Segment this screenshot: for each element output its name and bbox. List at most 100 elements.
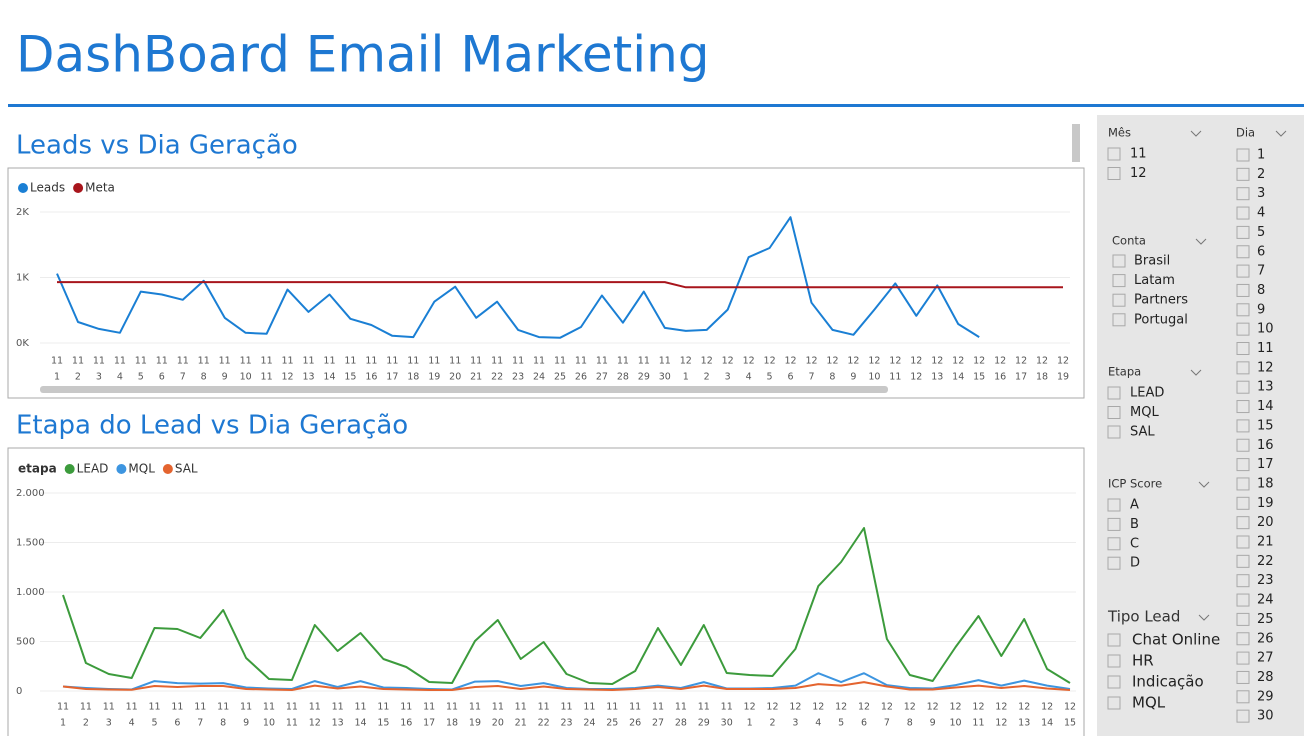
- slicer-checkbox[interactable]: [1236, 167, 1250, 181]
- slicer-item[interactable]: 22: [1257, 554, 1274, 569]
- slicer-checkbox[interactable]: [1236, 225, 1250, 239]
- slicer-checkbox[interactable]: [1112, 254, 1126, 268]
- slicer-item[interactable]: Latam: [1134, 273, 1175, 288]
- slicer-checkbox[interactable]: [1107, 517, 1121, 531]
- scrollbar[interactable]: [1072, 124, 1080, 162]
- slicer-checkbox[interactable]: [1107, 556, 1121, 570]
- slicer-checkbox[interactable]: [1236, 612, 1250, 626]
- slicer-checkbox[interactable]: [1236, 709, 1250, 723]
- slicer-item[interactable]: 29: [1257, 689, 1274, 704]
- slicer-checkbox[interactable]: [1107, 537, 1121, 551]
- slicer-item[interactable]: Portugal: [1134, 312, 1188, 327]
- slicer-checkbox[interactable]: [1107, 147, 1121, 161]
- slicer-item[interactable]: 28: [1257, 670, 1274, 685]
- slicer-checkbox[interactable]: [1236, 554, 1250, 568]
- slicer-checkbox[interactable]: [1236, 322, 1250, 336]
- slicer-item[interactable]: 2: [1257, 167, 1265, 182]
- slicer-checkbox[interactable]: [1236, 283, 1250, 297]
- slicer-checkbox[interactable]: [1236, 380, 1250, 394]
- slicer-checkbox[interactable]: [1236, 361, 1250, 375]
- slicer-item[interactable]: C: [1130, 536, 1139, 551]
- dropdown-chevron[interactable]: [1275, 130, 1287, 137]
- slicer-item[interactable]: 27: [1257, 651, 1274, 666]
- slicer-checkbox[interactable]: [1236, 206, 1250, 220]
- slicer-checkbox[interactable]: [1236, 458, 1250, 472]
- slicer-checkbox[interactable]: [1236, 264, 1250, 278]
- slicer-checkbox[interactable]: [1236, 516, 1250, 530]
- slicer-item[interactable]: 12: [1130, 166, 1147, 181]
- slicer-item[interactable]: 16: [1257, 438, 1274, 453]
- slicer-item[interactable]: MQL: [1132, 694, 1166, 712]
- slicer-checkbox[interactable]: [1236, 342, 1250, 355]
- slicer-checkbox[interactable]: [1107, 498, 1121, 512]
- slicer-item[interactable]: 18: [1257, 476, 1274, 491]
- slicer-checkbox[interactable]: [1107, 654, 1121, 668]
- dropdown-chevron[interactable]: [1190, 369, 1202, 376]
- slicer-checkbox[interactable]: [1107, 167, 1121, 180]
- slicer-item[interactable]: 5: [1257, 225, 1265, 240]
- dropdown-chevron[interactable]: [1190, 130, 1202, 137]
- slicer-item[interactable]: 26: [1257, 631, 1274, 646]
- slicer-item[interactable]: 25: [1257, 612, 1274, 627]
- slicer-item[interactable]: 11: [1130, 147, 1147, 162]
- slicer-item[interactable]: LEAD: [1130, 386, 1164, 401]
- slicer-item[interactable]: 10: [1257, 322, 1274, 337]
- slicer-checkbox[interactable]: [1107, 386, 1121, 400]
- slicer-item[interactable]: D: [1130, 556, 1140, 571]
- slicer-item[interactable]: A: [1130, 498, 1139, 513]
- slicer-checkbox[interactable]: [1112, 293, 1126, 307]
- slicer-item[interactable]: SAL: [1130, 425, 1155, 440]
- slicer-item[interactable]: 17: [1257, 457, 1274, 472]
- slicer-item[interactable]: 19: [1257, 496, 1274, 511]
- slicer-checkbox[interactable]: [1107, 675, 1121, 689]
- slicer-checkbox[interactable]: [1236, 419, 1250, 433]
- slicer-item[interactable]: 21: [1257, 535, 1274, 550]
- slicer-item[interactable]: 4: [1257, 206, 1265, 221]
- slicer-checkbox[interactable]: [1112, 313, 1126, 327]
- slicer-item[interactable]: 7: [1257, 264, 1265, 279]
- slicer-item[interactable]: 15: [1257, 418, 1274, 433]
- slicer-checkbox[interactable]: [1107, 425, 1121, 439]
- slicer-item[interactable]: 30: [1257, 709, 1274, 724]
- slicer-item[interactable]: 6: [1257, 244, 1265, 259]
- slicer-item[interactable]: 9: [1257, 302, 1265, 317]
- scrollbar[interactable]: [40, 386, 888, 393]
- dropdown-chevron[interactable]: [1195, 238, 1207, 245]
- slicer-checkbox[interactable]: [1107, 633, 1121, 647]
- slicer-item[interactable]: 1: [1257, 148, 1265, 163]
- slicer-checkbox[interactable]: [1107, 696, 1121, 710]
- slicer-checkbox[interactable]: [1236, 245, 1250, 259]
- slicer-item[interactable]: B: [1130, 517, 1139, 532]
- slicer-item[interactable]: 3: [1257, 186, 1265, 201]
- slicer-checkbox[interactable]: [1236, 535, 1250, 549]
- slicer-item[interactable]: Indicação: [1132, 673, 1204, 691]
- slicer-checkbox[interactable]: [1236, 303, 1250, 317]
- slicer-checkbox[interactable]: [1236, 400, 1250, 414]
- slicer-item[interactable]: Brasil: [1134, 254, 1170, 269]
- slicer-item[interactable]: MQL: [1130, 405, 1159, 420]
- slicer-checkbox[interactable]: [1236, 148, 1250, 162]
- dropdown-chevron[interactable]: [1198, 481, 1210, 488]
- slicer-checkbox[interactable]: [1236, 574, 1250, 588]
- slicer-checkbox[interactable]: [1112, 274, 1126, 288]
- slicer-checkbox[interactable]: [1236, 496, 1250, 510]
- slicer-item[interactable]: 8: [1257, 283, 1265, 298]
- slicer-item[interactable]: 20: [1257, 515, 1274, 530]
- slicer-item[interactable]: 11: [1257, 341, 1274, 356]
- slicer-checkbox[interactable]: [1236, 670, 1250, 684]
- slicer-item[interactable]: Chat Online: [1132, 631, 1220, 649]
- slicer-item[interactable]: 13: [1257, 380, 1274, 395]
- slicer-checkbox[interactable]: [1107, 406, 1121, 419]
- slicer-item[interactable]: 14: [1257, 399, 1274, 414]
- slicer-item[interactable]: 12: [1257, 360, 1274, 375]
- slicer-checkbox[interactable]: [1236, 651, 1250, 665]
- slicer-item[interactable]: Partners: [1134, 293, 1188, 308]
- dropdown-chevron[interactable]: [1198, 614, 1210, 621]
- slicer-checkbox[interactable]: [1236, 593, 1250, 607]
- slicer-item[interactable]: 23: [1257, 573, 1274, 588]
- slicer-checkbox[interactable]: [1236, 438, 1250, 452]
- slicer-checkbox[interactable]: [1236, 187, 1250, 201]
- slicer-checkbox[interactable]: [1236, 690, 1250, 704]
- slicer-item[interactable]: HR: [1132, 652, 1154, 670]
- slicer-item[interactable]: 24: [1257, 593, 1274, 608]
